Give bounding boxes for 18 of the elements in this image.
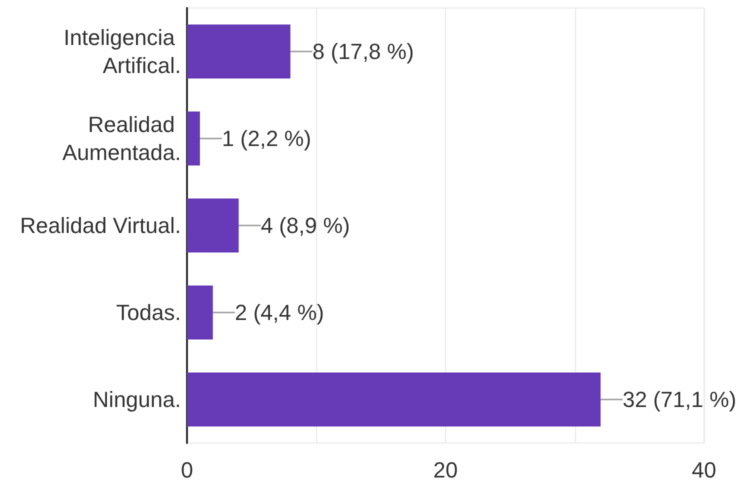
data-label: 4 (8,9 %)	[260, 213, 350, 238]
x-tick-label: 0	[180, 458, 194, 482]
bar	[187, 286, 213, 340]
x-tick-label: 20	[433, 458, 458, 482]
y-tick-label: Realidad Virtual.	[20, 213, 181, 238]
y-tick-label: Todas.	[116, 300, 181, 325]
data-label: 1 (2,2 %)	[222, 126, 312, 151]
bar	[187, 24, 290, 78]
y-tick-label: Inteligencia Artifical.	[64, 25, 181, 78]
y-tick-label: Ninguna.	[92, 387, 181, 412]
x-tick-label: 40	[692, 458, 716, 482]
y-tick-label: Realidad Aumentada.	[62, 112, 181, 165]
bar	[187, 112, 200, 166]
bar	[187, 372, 601, 426]
data-label: 2 (4,4 %)	[234, 300, 324, 325]
bar	[187, 198, 239, 252]
data-label: 8 (17,8 %)	[312, 39, 414, 64]
data-label: 32 (71,1 %)	[622, 387, 736, 412]
